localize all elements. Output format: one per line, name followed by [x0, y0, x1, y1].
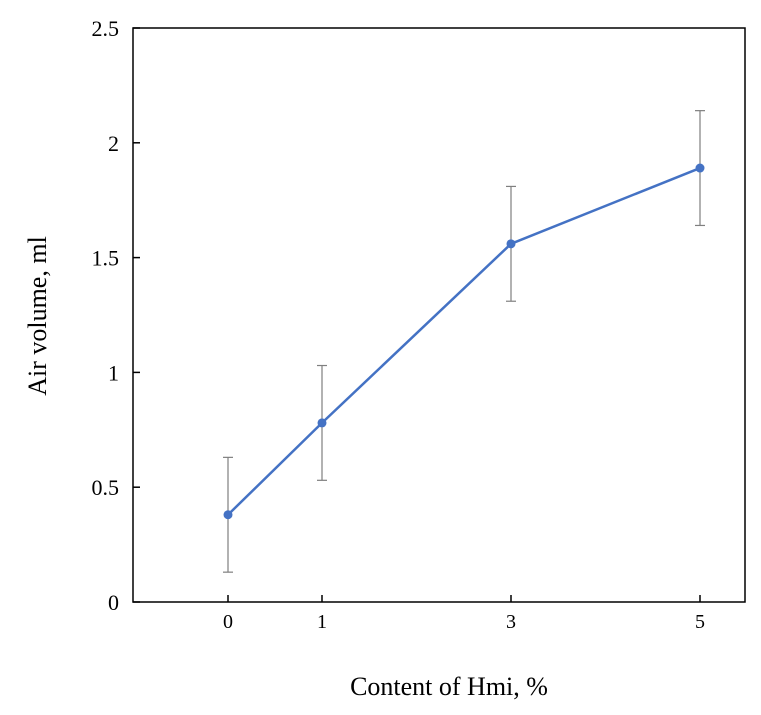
x-axis-ticks: 0 1 3 5 — [223, 595, 705, 633]
x-tick-label: 1 — [317, 611, 327, 633]
data-point — [506, 239, 516, 249]
y-tick-label: 0 — [108, 590, 119, 615]
series-points — [223, 163, 705, 520]
y-tick-label: 2 — [108, 131, 119, 156]
data-point — [695, 163, 705, 173]
x-tick-label: 0 — [223, 611, 233, 633]
x-tick-label: 3 — [506, 611, 516, 633]
y-tick-label: 2.5 — [92, 16, 120, 41]
series-lines — [227, 166, 701, 516]
y-axis-title: Air volume, ml — [23, 236, 52, 396]
y-tick-label: 0.5 — [92, 475, 120, 500]
y-tick-label: 1.5 — [92, 246, 120, 271]
data-point — [317, 418, 327, 428]
y-axis-ticks: 0 0.5 1 1.5 2 2.5 — [92, 16, 140, 615]
data-point — [223, 510, 233, 520]
series-line — [227, 166, 701, 516]
x-axis-title: Content of Hmi, % — [350, 672, 548, 701]
y-tick-label: 1 — [108, 360, 119, 385]
x-tick-label: 5 — [695, 611, 705, 633]
